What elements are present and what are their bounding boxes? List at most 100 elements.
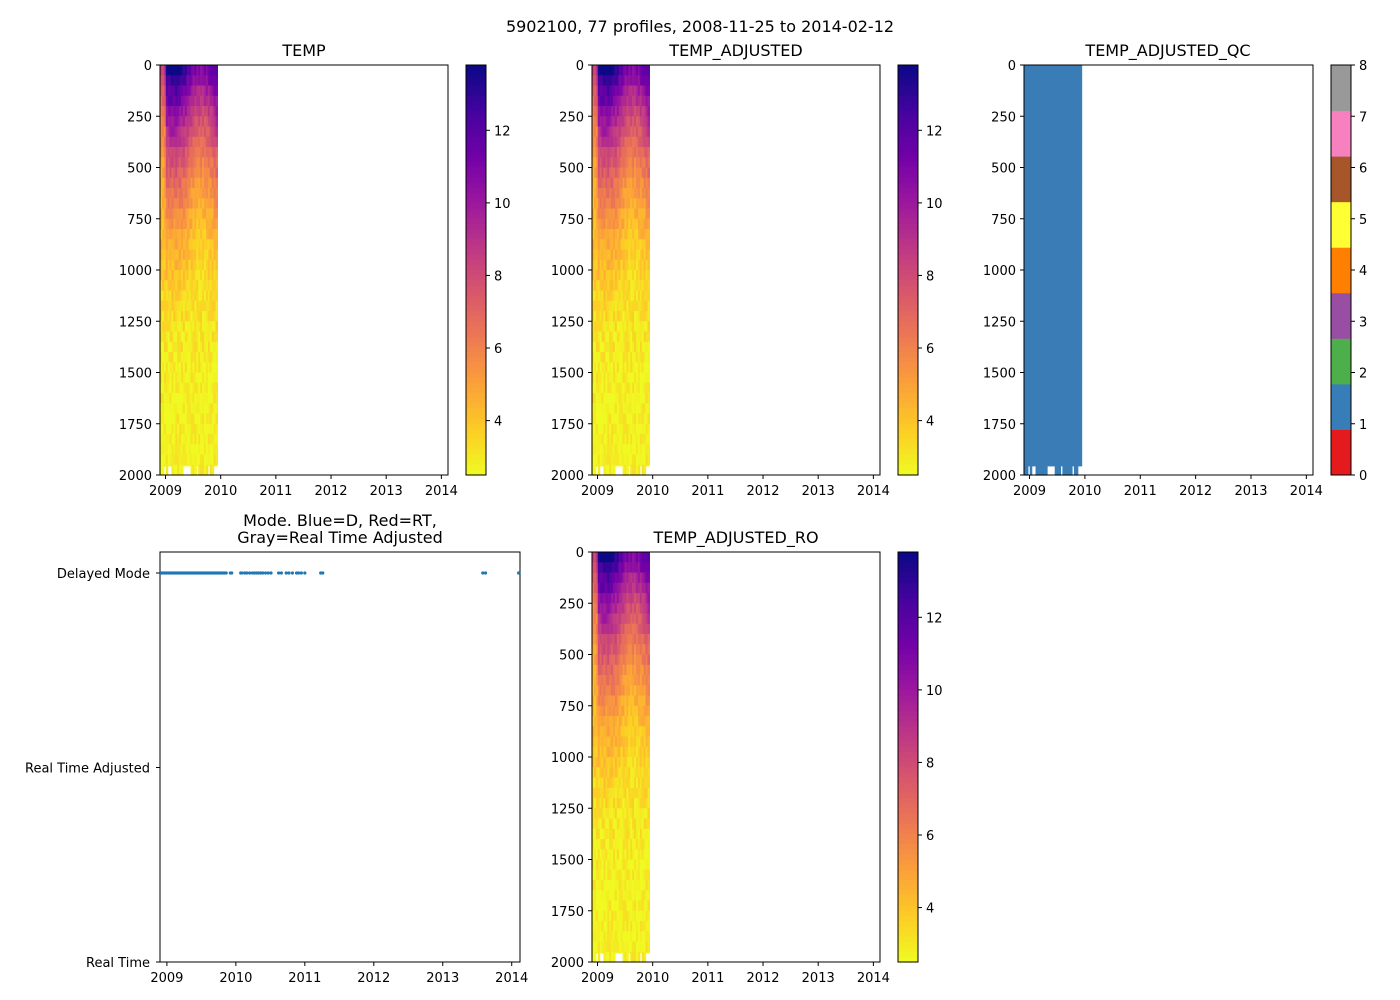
heatmap-cell xyxy=(597,423,601,435)
heatmap-cell xyxy=(1029,239,1033,251)
heatmap-cell xyxy=(179,208,182,220)
heatmap-cell xyxy=(647,259,650,271)
heatmap-cell xyxy=(622,393,626,404)
heatmap-cell xyxy=(634,434,637,445)
heatmap-cell xyxy=(616,259,620,271)
heatmap-cell xyxy=(605,106,608,117)
heatmap-cell xyxy=(618,849,622,861)
heatmap-cell xyxy=(1037,218,1040,230)
heatmap-cell xyxy=(209,270,213,281)
heatmap-cell xyxy=(1024,136,1027,148)
heatmap-cell xyxy=(1041,136,1044,148)
heatmap-cell xyxy=(1073,65,1077,76)
heatmap-cell xyxy=(163,311,167,322)
heatmap-cell xyxy=(196,321,199,333)
colorbar-segment xyxy=(466,300,486,307)
heatmap-cell xyxy=(597,603,601,615)
heatmap-cell xyxy=(181,444,184,456)
heatmap-cell xyxy=(1066,464,1069,476)
heatmap-cell xyxy=(207,188,211,199)
heatmap-cell xyxy=(613,167,616,179)
heatmap-cell xyxy=(171,126,174,138)
heatmap-cell xyxy=(622,623,626,635)
heatmap-cell xyxy=(171,423,174,435)
heatmap-cell xyxy=(1048,403,1052,415)
heatmap-cell xyxy=(1045,177,1048,189)
heatmap-cell xyxy=(603,818,606,830)
heatmap-cell xyxy=(616,372,620,384)
heatmap-cell xyxy=(601,393,605,404)
heatmap-cell xyxy=(1048,75,1052,87)
heatmap-cell xyxy=(622,644,626,656)
heatmap-cell xyxy=(192,454,196,466)
heatmap-cell xyxy=(194,290,197,302)
heatmap-cell xyxy=(622,849,626,861)
heatmap-cell xyxy=(620,106,624,117)
heatmap-cell xyxy=(622,167,626,179)
heatmap-cell xyxy=(626,757,629,768)
heatmap-cell xyxy=(639,300,643,312)
heatmap-cell xyxy=(215,177,218,189)
heatmap-cell xyxy=(1025,331,1029,343)
colorbar-segment xyxy=(466,80,486,87)
heatmap-cell xyxy=(632,839,635,850)
heatmap-cell xyxy=(1052,177,1056,189)
heatmap-cell xyxy=(632,552,635,563)
heatmap-cell xyxy=(215,95,218,107)
heatmap-cell xyxy=(207,423,211,435)
heatmap-cell xyxy=(169,290,173,302)
heatmap-cell xyxy=(181,321,184,333)
heatmap-cell xyxy=(635,106,639,117)
heatmap-cell xyxy=(1045,167,1048,179)
heatmap-cell xyxy=(1031,372,1035,384)
heatmap-cell xyxy=(614,808,618,820)
heatmap-cell xyxy=(171,198,174,210)
heatmap-cell xyxy=(179,167,182,179)
heatmap-cell xyxy=(1031,464,1035,467)
heatmap-cell xyxy=(641,177,645,189)
heatmap-cell xyxy=(622,910,626,922)
x-tick-label: 2013 xyxy=(370,484,403,499)
heatmap-cell xyxy=(165,208,169,220)
heatmap-cell xyxy=(624,716,628,727)
heatmap-cell xyxy=(1077,85,1081,97)
heatmap-cell xyxy=(1043,362,1046,374)
y-tick-label: 2000 xyxy=(551,469,584,484)
heatmap-cell xyxy=(620,787,624,799)
heatmap-cell xyxy=(607,382,610,394)
heatmap-cell xyxy=(592,311,595,322)
y-tick-label: 250 xyxy=(127,110,152,125)
heatmap-cell xyxy=(605,849,608,861)
heatmap-cell xyxy=(632,65,635,76)
heatmap-cell xyxy=(647,372,650,384)
heatmap-cell xyxy=(194,341,197,353)
heatmap-cell xyxy=(1048,434,1052,445)
heatmap-cell xyxy=(1043,198,1046,210)
heatmap-cell xyxy=(634,341,637,353)
heatmap-cell xyxy=(620,818,624,830)
heatmap-cell xyxy=(1060,106,1063,117)
heatmap-cell xyxy=(622,290,626,302)
heatmap-cell xyxy=(1062,300,1065,312)
heatmap-cell xyxy=(613,413,616,425)
heatmap-cell xyxy=(1070,126,1073,138)
heatmap-cell xyxy=(1029,198,1033,210)
heatmap-cell xyxy=(611,362,614,374)
heatmap-cell xyxy=(1035,341,1039,353)
heatmap-cell xyxy=(205,362,209,374)
heatmap-cell xyxy=(634,654,637,666)
heatmap-cell xyxy=(184,464,188,467)
heatmap-cell xyxy=(595,716,599,727)
heatmap-cell xyxy=(607,787,610,799)
heatmap-cell xyxy=(603,239,606,251)
heatmap-cell xyxy=(169,352,173,363)
heatmap-cell xyxy=(609,75,612,87)
heatmap-cell xyxy=(605,746,608,758)
heatmap-cell xyxy=(592,880,595,891)
heatmap-cell xyxy=(592,393,595,404)
heatmap-cell xyxy=(592,290,595,302)
heatmap-cell xyxy=(611,229,614,240)
heatmap-cell xyxy=(1064,352,1067,363)
heatmap-cell xyxy=(173,311,176,322)
heatmap-cell xyxy=(620,393,624,404)
